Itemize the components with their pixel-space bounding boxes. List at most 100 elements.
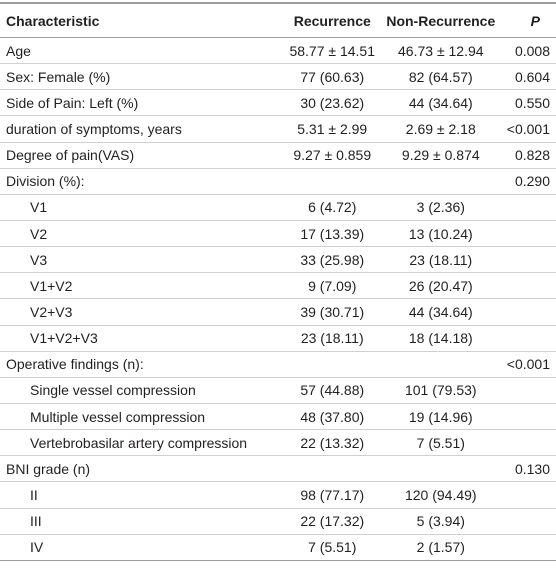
value-cell: 2.69 ± 2.18 (380, 115, 502, 143)
sub-row: V1+V2+V3 23 (18.11) 18 (14.18) (0, 325, 556, 352)
value-cell (284, 455, 381, 483)
value-cell: 23 (18.11) (284, 325, 381, 352)
label-cell: V1 (0, 194, 284, 221)
label-cell: Age (0, 37, 284, 65)
label-cell: V2 (0, 220, 284, 248)
value-cell: 9 (7.09) (284, 272, 381, 300)
value-cell: 18 (14.18) (380, 325, 502, 352)
header-cell: P (501, 2, 556, 38)
p-cell: 0.008 (501, 37, 556, 65)
label-cell: duration of symptoms, years (0, 115, 284, 143)
label-cell: V1+V2 (0, 272, 284, 300)
value-cell (380, 351, 502, 378)
value-cell: 77 (60.63) (284, 63, 381, 91)
p-cell (501, 403, 556, 431)
value-cell: 101 (79.53) (380, 377, 502, 404)
value-cell: 7 (5.51) (284, 534, 381, 561)
p-cell (501, 220, 556, 248)
value-cell: 6 (4.72) (284, 194, 381, 221)
p-cell: 0.290 (501, 168, 556, 195)
value-cell: 23 (18.11) (380, 246, 502, 274)
p-cell (501, 272, 556, 300)
p-cell (501, 534, 556, 561)
label-cell: V1+V2+V3 (0, 325, 284, 352)
row: Sex: Female (%) 77 (60.63) 82 (64.57) 0.604 (0, 63, 556, 91)
header-row: Characteristic Recurrence Non-Recurrence… (0, 2, 556, 38)
label-cell: Division (%): (0, 168, 284, 195)
value-cell: 3 (2.36) (380, 194, 502, 221)
sub-row: V3 33 (25.98) 23 (18.11) (0, 246, 556, 274)
value-cell: 2 (1.57) (380, 534, 502, 561)
p-cell (501, 481, 556, 509)
value-cell: 120 (94.49) (380, 481, 502, 509)
sub-row: Multiple vessel compression 48 (37.80) 19 … (0, 403, 556, 431)
header-cell: Non-Recurrence (380, 2, 502, 38)
row: Division (%): 0.290 (0, 168, 556, 195)
p-cell (501, 508, 556, 535)
row: BNI grade (n) 0.130 (0, 455, 556, 483)
value-cell: 39 (30.71) (284, 298, 381, 326)
value-cell: 9.29 ± 0.874 (380, 142, 502, 169)
sub-row: IV 7 (5.51) 2 (1.57) (0, 534, 556, 561)
p-cell: 0.130 (501, 455, 556, 483)
label-cell: BNI grade (n) (0, 455, 284, 483)
value-cell: 5 (3.94) (380, 508, 502, 535)
value-cell: 22 (13.32) (284, 429, 381, 457)
value-cell: 48 (37.80) (284, 403, 381, 431)
p-cell: 0.604 (501, 63, 556, 91)
label-cell: III (0, 508, 284, 535)
label-cell: Side of Pain: Left (%) (0, 89, 284, 117)
sub-row: II 98 (77.17) 120 (94.49) (0, 481, 556, 509)
sub-row: V2+V3 39 (30.71) 44 (34.64) (0, 298, 556, 326)
value-cell (380, 455, 502, 483)
row: Operative findings (n): <0.001 (0, 351, 556, 378)
value-cell: 26 (20.47) (380, 272, 502, 300)
value-cell (284, 168, 381, 195)
value-cell: 44 (34.64) (380, 89, 502, 117)
sub-row: Single vessel compression 57 (44.88) 101 (… (0, 377, 556, 404)
p-cell (501, 377, 556, 404)
row: Side of Pain: Left (%) 30 (23.62) 44 (34.6… (0, 89, 556, 117)
p-cell (501, 429, 556, 457)
p-cell: 0.828 (501, 142, 556, 169)
label-cell: Operative findings (n): (0, 351, 284, 378)
row: duration of symptoms, years 5.31 ± 2.99 2.… (0, 115, 556, 143)
value-cell: 46.73 ± 12.94 (380, 37, 502, 65)
label-cell: Degree of pain(VAS) (0, 142, 284, 169)
p-cell (501, 246, 556, 274)
label-cell: Sex: Female (%) (0, 63, 284, 91)
p-cell (501, 194, 556, 221)
p-cell: <0.001 (501, 351, 556, 378)
sub-row: V1+V2 9 (7.09) 26 (20.47) (0, 272, 556, 300)
results-table: Characteristic Recurrence Non-Recurrence… (0, 2, 556, 561)
p-cell (501, 325, 556, 352)
value-cell: 57 (44.88) (284, 377, 381, 404)
value-cell (284, 351, 381, 378)
p-cell (501, 298, 556, 326)
sub-row: Vertebrobasilar artery compression 22 (13… (0, 429, 556, 457)
value-cell: 82 (64.57) (380, 63, 502, 91)
value-cell: 9.27 ± 0.859 (284, 142, 381, 169)
value-cell: 7 (5.51) (380, 429, 502, 457)
sub-row: V1 6 (4.72) 3 (2.36) (0, 194, 556, 221)
p-cell: 0.550 (501, 89, 556, 117)
value-cell: 5.31 ± 2.99 (284, 115, 381, 143)
value-cell: 33 (25.98) (284, 246, 381, 274)
row: Age 58.77 ± 14.51 46.73 ± 12.94 0.008 (0, 37, 556, 65)
value-cell: 58.77 ± 14.51 (284, 37, 381, 65)
value-cell: 30 (23.62) (284, 89, 381, 117)
label-cell: IV (0, 534, 284, 561)
label-cell: Multiple vessel compression (0, 403, 284, 431)
header-cell: Characteristic (0, 2, 284, 38)
value-cell (380, 168, 502, 195)
value-cell: 44 (34.64) (380, 298, 502, 326)
label-cell: V2+V3 (0, 298, 284, 326)
value-cell: 17 (13.39) (284, 220, 381, 248)
value-cell: 22 (17.32) (284, 508, 381, 535)
label-cell: V3 (0, 246, 284, 274)
p-cell: <0.001 (501, 115, 556, 143)
label-cell: Single vessel compression (0, 377, 284, 404)
header-cell: Recurrence (284, 2, 381, 38)
sub-row: V2 17 (13.39) 13 (10.24) (0, 220, 556, 248)
